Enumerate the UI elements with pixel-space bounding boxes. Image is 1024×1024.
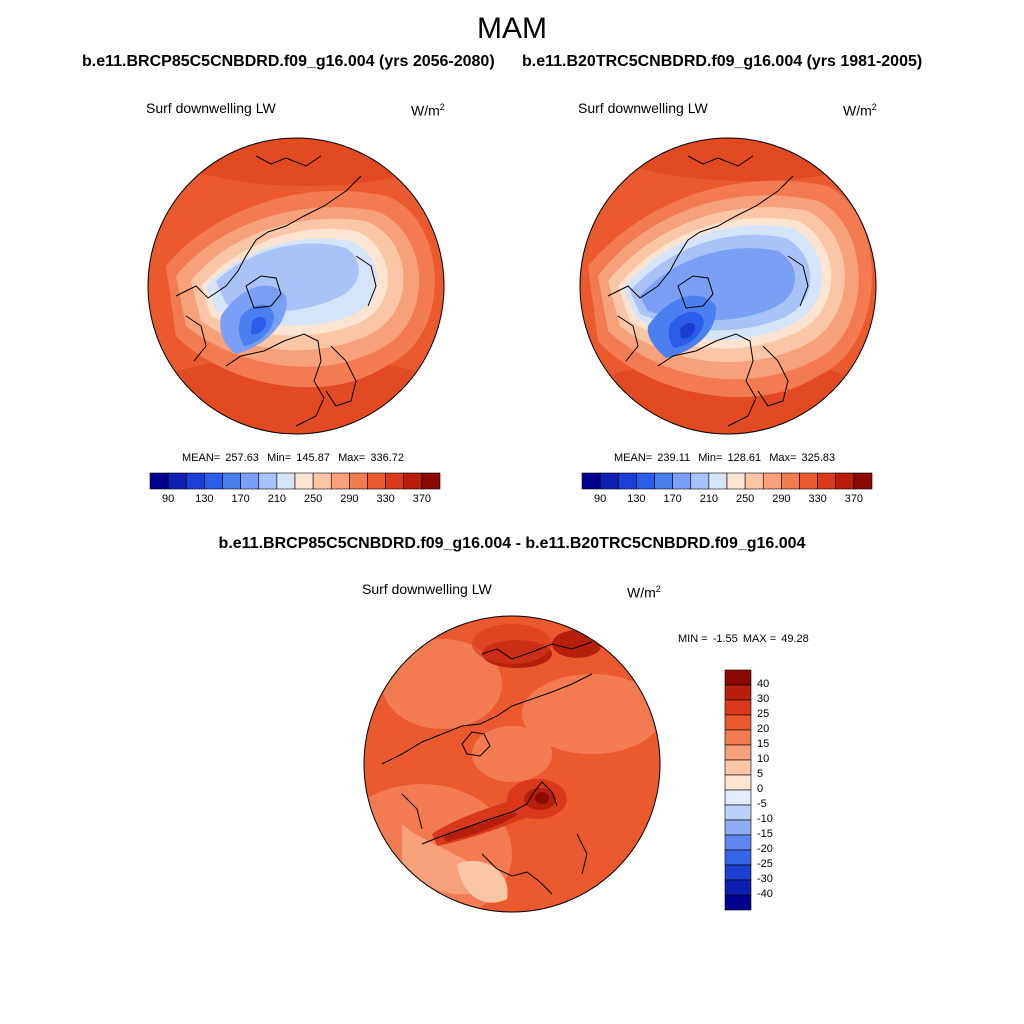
colorbar-swatch bbox=[708, 472, 728, 490]
colorbar-swatch bbox=[294, 472, 314, 490]
colorbar-swatch bbox=[149, 472, 169, 490]
figure-title: MAM bbox=[477, 12, 547, 45]
panel1-variable: Surf downwelling LW bbox=[146, 100, 276, 116]
diff-colorbar-tick-label: 25 bbox=[757, 708, 770, 720]
colorbar-swatch bbox=[636, 472, 655, 490]
diff-colorbar-swatch bbox=[724, 819, 752, 836]
diff-colorbar-tick-label: -25 bbox=[757, 858, 773, 870]
colorbar-swatch bbox=[654, 472, 673, 490]
diff-units: W/m2 bbox=[627, 584, 661, 601]
diff-colorbar-tick-label: 20 bbox=[757, 723, 770, 735]
colorbar-tick-label: 170 bbox=[231, 493, 250, 505]
colorbar-tick-label: 90 bbox=[162, 493, 175, 505]
colorbar-swatch bbox=[762, 472, 782, 490]
colorbar-swatch bbox=[403, 472, 423, 490]
colorbar-swatch bbox=[385, 472, 405, 490]
colorbar-tick-label: 210 bbox=[267, 493, 287, 505]
colorbar-swatch bbox=[240, 472, 260, 490]
diff-colorbar-swatch bbox=[724, 849, 752, 866]
diff-colorbar-swatch bbox=[724, 834, 752, 851]
diff-colorbar-swatch bbox=[724, 684, 752, 701]
diff-stats: MIN = -1.55 MAX = 49.28 bbox=[678, 633, 809, 645]
diff-colorbar-tick-label: 10 bbox=[757, 753, 770, 765]
diff-colorbar bbox=[724, 669, 752, 911]
diff-colorbar-tick-label: -5 bbox=[757, 798, 767, 810]
panel2-stats: MEAN= 239.11 Min= 128.61 Max= 325.83 bbox=[614, 452, 836, 464]
colorbar-swatch bbox=[349, 472, 368, 490]
colorbar-tick-label: 170 bbox=[663, 493, 682, 505]
colorbar-swatch bbox=[835, 472, 855, 490]
colorbar-swatch bbox=[799, 472, 818, 490]
colorbar-swatch bbox=[258, 472, 278, 490]
colorbar-swatch bbox=[617, 472, 637, 490]
colorbar-swatch bbox=[222, 472, 241, 490]
colorbar-tick-label: 130 bbox=[195, 493, 214, 505]
diff-colorbar-tick-label: 40 bbox=[757, 678, 770, 690]
diff-colorbar-swatch bbox=[724, 699, 752, 716]
diff-colorbar-tick-label: -40 bbox=[757, 888, 773, 900]
panel2-units: W/m2 bbox=[843, 102, 877, 119]
colorbar-swatch bbox=[726, 472, 746, 490]
panel2-variable: Surf downwelling LW bbox=[578, 100, 708, 116]
diff-title: b.e11.BRCP85C5CNBDRD.f09_g16.004 - b.e11… bbox=[218, 535, 806, 552]
diff-colorbar-swatch bbox=[724, 669, 752, 686]
colorbar-swatch bbox=[672, 472, 692, 490]
colorbar-swatch bbox=[853, 472, 873, 490]
colorbar-swatch bbox=[312, 472, 332, 490]
colorbar-tick-label: 250 bbox=[303, 493, 323, 505]
diff-colorbar-tick-label: -15 bbox=[757, 828, 773, 840]
diff-colorbar-swatch bbox=[724, 759, 752, 776]
diff-colorbar-swatch bbox=[724, 774, 752, 791]
case-title-right: b.e11.B20TRC5CNBDRD.f09_g16.004 (yrs 198… bbox=[522, 53, 923, 70]
colorbar-swatch bbox=[690, 472, 710, 490]
colorbar-swatch bbox=[817, 472, 837, 490]
colorbar-swatch bbox=[276, 472, 296, 490]
colorbar-tick-label: 130 bbox=[627, 493, 646, 505]
colorbar-swatch bbox=[367, 472, 386, 490]
colorbar-swatch bbox=[185, 472, 205, 490]
colorbar-swatch bbox=[167, 472, 187, 490]
colorbar-tick-label: 370 bbox=[412, 493, 432, 505]
diff-colorbar-swatch bbox=[724, 744, 752, 761]
colorbar-swatch bbox=[599, 472, 619, 490]
colorbar-tick-label: 290 bbox=[772, 493, 791, 505]
colorbar-tick-label: 330 bbox=[808, 493, 827, 505]
diff-variable: Surf downwelling LW bbox=[362, 581, 492, 597]
panel1-colorbar bbox=[149, 472, 441, 490]
colorbar-tick-label: 250 bbox=[735, 493, 755, 505]
colorbar-swatch bbox=[421, 472, 441, 490]
case-title-left: b.e11.BRCP85C5CNBDRD.f09_g16.004 (yrs 20… bbox=[82, 53, 495, 70]
diff-colorbar-swatch bbox=[724, 804, 752, 821]
colorbar-swatch bbox=[744, 472, 764, 490]
diff-colorbar-tick-label: -20 bbox=[757, 843, 773, 855]
panel1-units: W/m2 bbox=[411, 102, 445, 119]
diff-colorbar-tick-label: 15 bbox=[757, 738, 770, 750]
colorbar-tick-label: 330 bbox=[376, 493, 395, 505]
colorbar-swatch bbox=[781, 472, 800, 490]
diff-colorbar-tick-label: 0 bbox=[757, 783, 764, 795]
diff-colorbar-swatch bbox=[724, 729, 752, 746]
diff-colorbar-swatch bbox=[724, 864, 752, 881]
diff-map bbox=[363, 615, 661, 913]
colorbar-tick-label: 290 bbox=[340, 493, 359, 505]
diff-colorbar-swatch bbox=[724, 894, 752, 911]
diff-colorbar-swatch bbox=[724, 879, 752, 896]
colorbar-tick-label: 90 bbox=[594, 493, 607, 505]
colorbar-swatch bbox=[581, 472, 601, 490]
panel2-colorbar bbox=[581, 472, 873, 490]
diff-colorbar-swatch bbox=[724, 789, 752, 806]
panel1-map bbox=[147, 137, 445, 435]
diff-colorbar-tick-label: -10 bbox=[757, 813, 773, 825]
colorbar-swatch bbox=[204, 472, 223, 490]
colorbar-tick-label: 370 bbox=[844, 493, 864, 505]
diff-colorbar-tick-label: 5 bbox=[757, 768, 764, 780]
colorbar-swatch bbox=[330, 472, 350, 490]
colorbar-tick-label: 210 bbox=[699, 493, 719, 505]
panel1-stats: MEAN= 257.63 Min= 145.87 Max= 336.72 bbox=[182, 452, 404, 464]
diff-colorbar-tick-label: -30 bbox=[757, 873, 773, 885]
diff-colorbar-tick-label: 30 bbox=[757, 693, 770, 705]
diff-colorbar-swatch bbox=[724, 714, 752, 731]
panel2-map bbox=[579, 137, 877, 435]
